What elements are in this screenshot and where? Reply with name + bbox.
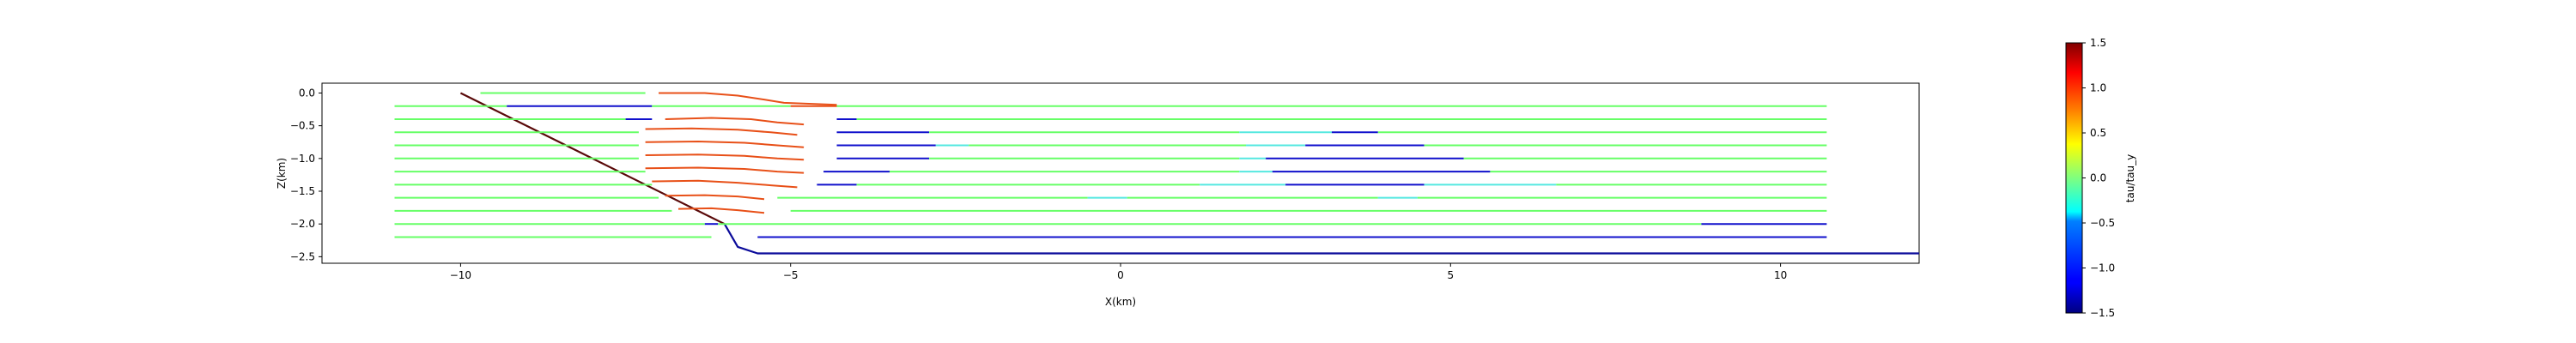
y-tick-label-5: −2.5 [290,250,315,262]
colorbar-tick-label-1: 1.0 [2090,82,2106,94]
x-axis: −10 −5 0 5 10 [450,263,1787,281]
y-tick-label-0: 0.0 [299,87,315,99]
x-tick-label-2: 0 [1117,269,1124,281]
colorbar-gradient [2065,42,2083,314]
colorbar-label: tau/tau_y [2124,154,2136,202]
flowline-segment-44 [652,179,798,189]
plot-area: −10 −5 0 5 10 0.0−0.5−1.0−1.5−2.0−2.5 X(km) … [276,82,1920,308]
colorbar-tick-label-2: 0.5 [2090,127,2106,139]
y-tick-label-1: −0.5 [290,120,315,132]
x-tick-label-0: −10 [450,269,471,281]
colorbar-tick-label-3: 0.0 [2090,172,2106,184]
y-tick-label-3: −1.5 [290,185,315,197]
flowline-segment-52 [665,194,765,201]
flowline-segment-3 [659,92,837,106]
colorbar-tick-label-0: 1.5 [2090,37,2106,49]
flowline-segment-11 [665,117,805,126]
x-tick-label-3: 5 [1447,269,1454,281]
flowline-segment-37 [645,166,805,174]
x-axis-label: X(km) [1105,296,1136,308]
series-layer [394,92,1919,255]
y-tick-label-2: −1.0 [290,153,315,165]
boundary-line-1 [723,223,1919,255]
flowline-segment-15 [645,127,798,136]
y-axis-label: Z(km) [276,158,288,189]
flowline-segment-30 [645,153,805,161]
colorbar-tick-label-5: −1.0 [2090,262,2115,274]
colorbar-ticks: 1.5 1.0 0.5 0.0 −0.5 −1.0 −1.5 [2082,37,2115,319]
x-tick-label-1: −5 [783,269,799,281]
flowline-segment-22 [645,141,805,148]
colorbar-tick-label-6: −1.5 [2090,307,2115,319]
colorbar-tick-label-4: −0.5 [2090,217,2115,229]
y-axis: 0.0 −0.5 −1.0 −1.5 −2.0 −2.5 [290,87,322,262]
colorbar: 1.5 1.0 0.5 0.0 −0.5 −1.0 −1.5 tau/tau_y [2065,37,2136,319]
x-tick-label-4: 10 [1774,269,1787,281]
y-tick-label-4: −2.0 [290,218,315,230]
flowline-segment-59 [677,207,765,214]
